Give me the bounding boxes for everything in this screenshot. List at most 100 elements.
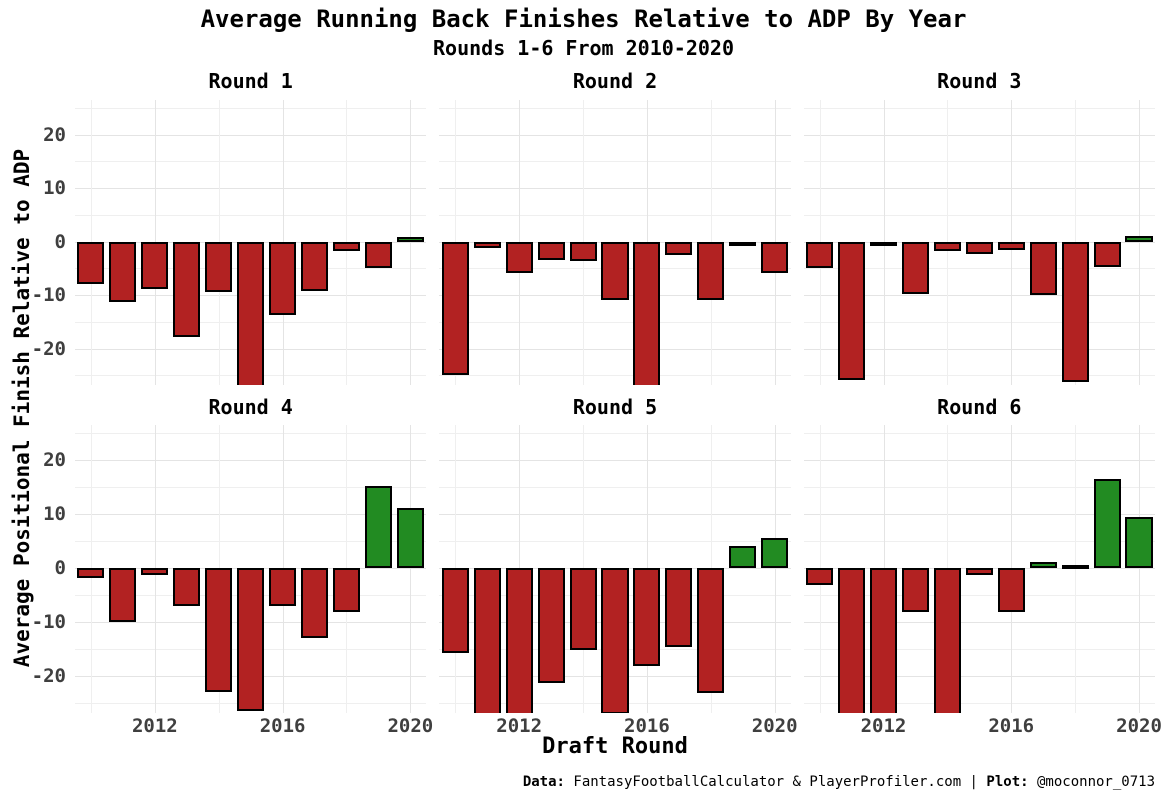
panel-round-4 bbox=[75, 425, 427, 713]
gridline-h bbox=[75, 433, 427, 435]
bar-round-2-2013 bbox=[537, 241, 565, 260]
y-tick-label: 0 bbox=[54, 557, 66, 580]
gridline-h bbox=[75, 161, 427, 163]
bar-round-3-2013 bbox=[901, 241, 929, 295]
bar-round-1-2014 bbox=[205, 241, 233, 293]
panel-round-1 bbox=[75, 100, 427, 385]
x-tick-label: 2016 bbox=[988, 715, 1035, 737]
x-tick-label: 2020 bbox=[1116, 715, 1162, 737]
gridline-h bbox=[803, 134, 1155, 136]
bar-round-2-2010 bbox=[441, 241, 469, 375]
bar-round-3-2010 bbox=[806, 241, 834, 268]
gridline-v bbox=[1139, 425, 1140, 713]
y-tick-label: 10 bbox=[43, 503, 66, 526]
gridline-h bbox=[439, 108, 791, 110]
bar-round-1-2015 bbox=[237, 241, 265, 385]
y-tick-label: 0 bbox=[54, 230, 66, 253]
bar-round-4-2020 bbox=[396, 508, 424, 569]
y-tick-label: -20 bbox=[31, 665, 66, 688]
chart-title: Average Running Back Finishes Relative t… bbox=[200, 5, 967, 33]
gridline-v bbox=[1139, 100, 1140, 385]
y-tick-label: -10 bbox=[31, 611, 66, 634]
bar-round-5-2018 bbox=[697, 568, 725, 693]
bar-round-2-2019 bbox=[729, 241, 757, 246]
bar-round-6-2012 bbox=[869, 568, 898, 713]
x-tick-label: 2020 bbox=[751, 715, 798, 737]
bar-round-6-2018 bbox=[1061, 564, 1089, 569]
gridline-h bbox=[75, 487, 427, 489]
x-tick-label: 2012 bbox=[496, 715, 543, 737]
caption-plot-label: Plot: bbox=[977, 774, 1029, 790]
gridline-h bbox=[439, 375, 791, 377]
bar-round-4-2016 bbox=[269, 568, 297, 606]
bar-round-3-2017 bbox=[1029, 241, 1057, 295]
x-tick-label: 2020 bbox=[387, 715, 434, 737]
gridline-h bbox=[803, 108, 1155, 110]
panel-round-3 bbox=[803, 100, 1155, 385]
facet-title-round-2: Round 2 bbox=[572, 69, 658, 93]
gridline-h bbox=[803, 460, 1155, 462]
bar-round-6-2019 bbox=[1093, 479, 1121, 569]
x-axis-title: Draft Round bbox=[542, 734, 688, 759]
bar-round-3-2020 bbox=[1125, 236, 1153, 242]
bar-round-2-2015 bbox=[601, 241, 629, 300]
bar-round-5-2017 bbox=[665, 568, 693, 648]
bar-round-2-2011 bbox=[473, 241, 501, 248]
y-axis-title: Average Positional Finish Relative to AD… bbox=[10, 148, 34, 668]
panels-region: Round 1 20 10 0 -10 -20 Round 2 Round 3 Round 4 2… bbox=[32, 66, 1162, 745]
gridline-h bbox=[439, 134, 791, 136]
gridline-h bbox=[803, 188, 1155, 190]
facet-title-round-4: Round 4 bbox=[208, 395, 293, 419]
gridline-h bbox=[803, 649, 1155, 651]
bar-round-4-2011 bbox=[109, 568, 137, 623]
bar-round-3-2012 bbox=[869, 241, 898, 246]
gridline-h bbox=[803, 433, 1155, 435]
bar-round-5-2011 bbox=[473, 568, 501, 713]
bar-round-2-2018 bbox=[697, 241, 725, 300]
gridline-v bbox=[774, 425, 776, 713]
gridline-h bbox=[803, 295, 1155, 297]
gridline-h bbox=[439, 188, 791, 190]
bar-round-6-2015 bbox=[965, 568, 993, 576]
caption-data-label: Data: bbox=[522, 774, 565, 790]
gridline-h bbox=[803, 161, 1155, 163]
x-tick-label: 2012 bbox=[860, 715, 907, 737]
x-tick-label: 2016 bbox=[624, 715, 670, 737]
bar-round-2-2017 bbox=[665, 241, 693, 256]
gridline-h bbox=[803, 595, 1155, 597]
x-tick-label: 2012 bbox=[131, 715, 178, 737]
bar-round-5-2012 bbox=[505, 568, 533, 713]
gridline-h bbox=[803, 514, 1155, 516]
gridline-h bbox=[439, 460, 791, 462]
bar-round-1-2012 bbox=[141, 241, 169, 290]
caption-plot-value: @moconnor_0713 bbox=[1028, 774, 1155, 790]
bar-round-3-2019 bbox=[1093, 241, 1121, 267]
bar-round-6-2010 bbox=[806, 568, 834, 585]
bar-round-4-2015 bbox=[237, 568, 265, 712]
chart-subtitle: Rounds 1-6 From 2010-2020 bbox=[432, 36, 735, 60]
bar-round-2-2020 bbox=[761, 241, 789, 274]
gridline-h bbox=[803, 487, 1155, 489]
gridline-h bbox=[803, 541, 1155, 543]
bar-round-1-2010 bbox=[77, 241, 105, 285]
gridline-h bbox=[803, 348, 1155, 350]
bar-round-6-2013 bbox=[901, 568, 929, 612]
gridline-v bbox=[410, 425, 412, 713]
bar-round-6-2011 bbox=[838, 568, 866, 713]
bar-round-5-2010 bbox=[441, 568, 469, 654]
y-tick-label: 10 bbox=[43, 177, 66, 200]
panel-round-6 bbox=[803, 425, 1155, 713]
bar-round-2-2014 bbox=[569, 241, 597, 261]
bar-round-1-2011 bbox=[109, 241, 137, 302]
caption: Data: FantasyFootballCalculator & Player… bbox=[523, 774, 1155, 790]
y-tick-label: 20 bbox=[43, 123, 66, 146]
bar-round-6-2016 bbox=[997, 568, 1025, 612]
bar-round-4-2010 bbox=[77, 568, 105, 579]
panel-round-5 bbox=[439, 425, 791, 713]
bar-round-5-2019 bbox=[729, 546, 757, 569]
y-tick-label: -10 bbox=[31, 284, 66, 307]
bar-round-1-2020 bbox=[396, 237, 424, 242]
bar-round-6-2014 bbox=[933, 568, 961, 713]
gridline-h bbox=[439, 348, 791, 350]
bar-round-5-2015 bbox=[601, 568, 629, 713]
